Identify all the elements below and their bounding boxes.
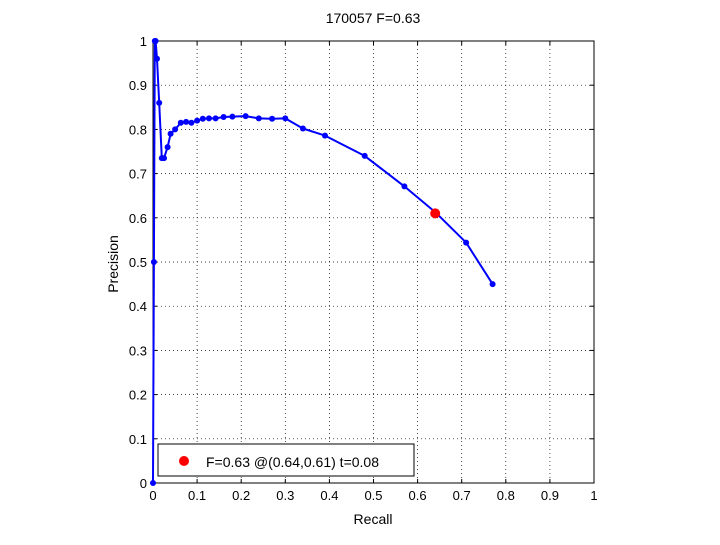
x-axis-ticks: 0 0.1 0.2 0.3 0.4 0.5 0.6 0.7 0.8 0.9 1 [149, 41, 598, 503]
y-tick-label: 1 [140, 34, 147, 49]
x-tick-label: 0.7 [453, 488, 471, 503]
y-axis-label: Precision [105, 235, 121, 293]
data-point [164, 144, 171, 151]
grid-lines [153, 41, 594, 483]
x-tick-label: 0.1 [188, 488, 206, 503]
data-point [212, 115, 219, 122]
data-point [361, 152, 368, 159]
data-point [154, 55, 160, 62]
x-tick-label: 1 [590, 488, 597, 503]
y-tick-label: 0 [140, 476, 147, 491]
chart-title: 170057 F=0.63 [326, 10, 421, 26]
y-tick-label: 0.2 [129, 388, 147, 403]
data-point [299, 125, 306, 132]
x-tick-label: 0.2 [232, 488, 250, 503]
data-point [161, 155, 167, 162]
data-point [177, 119, 184, 126]
best-f-point [430, 208, 441, 219]
y-axis-ticks: 0 0.1 0.2 0.3 0.4 0.5 0.6 0.7 0.8 0.9 1 [129, 34, 594, 491]
legend-label: F=0.63 @(0.64,0.61) t=0.08 [206, 454, 379, 470]
data-point [269, 115, 276, 122]
data-point [282, 115, 289, 122]
x-tick-label: 0.4 [320, 488, 338, 503]
x-tick-label: 0.8 [497, 488, 515, 503]
y-tick-label: 0.3 [129, 343, 147, 358]
data-point [220, 114, 227, 120]
legend-marker [179, 456, 189, 466]
y-tick-label: 0.7 [129, 167, 147, 182]
x-axis-label: Recall [354, 511, 393, 527]
data-point [156, 99, 163, 106]
data-point [463, 239, 470, 246]
y-tick-label: 0.8 [129, 122, 147, 137]
data-point [322, 132, 328, 139]
y-tick-label: 0.4 [129, 299, 147, 314]
legend: F=0.63 @(0.64,0.61) t=0.08 [157, 443, 415, 477]
data-point [167, 130, 174, 137]
data-point [206, 115, 212, 122]
data-point [150, 259, 157, 265]
data-point [183, 118, 190, 125]
y-tick-label: 0.6 [129, 211, 147, 226]
series-group [150, 38, 496, 486]
y-tick-label: 0.5 [129, 255, 147, 270]
y-tick-label: 0.9 [129, 78, 147, 93]
x-tick-label: 0.5 [364, 488, 382, 503]
data-point [199, 115, 206, 122]
y-tick-label: 0.1 [129, 432, 147, 447]
data-point [152, 38, 159, 44]
data-point [150, 480, 156, 486]
x-tick-label: 0.6 [409, 488, 427, 503]
data-point [188, 119, 195, 126]
legend-box [157, 443, 415, 477]
data-point [489, 281, 496, 288]
x-tick-label: 0.3 [276, 488, 294, 503]
x-tick-label: 0 [149, 488, 156, 503]
data-point [194, 117, 201, 124]
x-tick-label: 0.9 [541, 488, 559, 503]
data-point [401, 183, 408, 190]
data-point [255, 115, 262, 122]
data-point [229, 113, 236, 120]
data-point [172, 126, 179, 133]
data-point [242, 113, 249, 120]
